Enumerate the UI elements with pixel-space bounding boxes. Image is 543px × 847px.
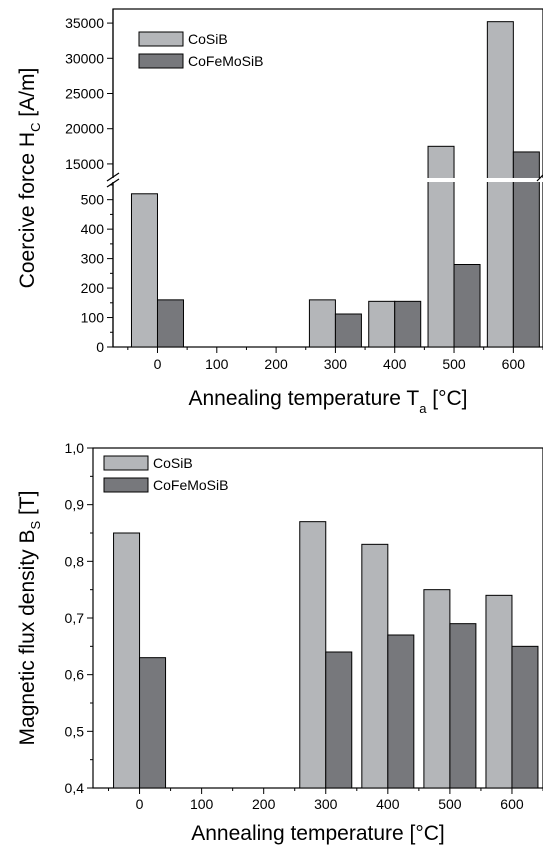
x-tick-label-500: 500 — [438, 796, 462, 812]
y-ticks: 0 100 200 300 400 500 15000 20000 25000 30000 3500… — [65, 15, 113, 355]
x-ticks: 0 100 200 300 400 500 600 — [127, 347, 543, 372]
legend-swatch-cosib — [103, 455, 149, 471]
y-axis-title-sub: C — [28, 123, 43, 132]
y-tick-label-0,4: 0,4 — [65, 780, 85, 796]
coercive-force-chart: 0 100 200 300 400 500 15000 20000 25000 30000 3500… — [16, 8, 543, 416]
x-axis-title-main: Annealing temperature T — [188, 387, 419, 410]
y-axis-title-unit: [T] — [16, 491, 39, 521]
x-tick-label-0: 0 — [136, 796, 144, 812]
x-tick-label-100: 100 — [205, 356, 229, 372]
y-axis-title-unit: [A/m] — [16, 68, 39, 123]
bar-cosib-600 — [486, 21, 514, 348]
x-tick-label-300: 300 — [314, 796, 338, 812]
y-tick-label-30000: 30000 — [65, 50, 104, 66]
x-tick-label-600: 600 — [500, 796, 524, 812]
y-tick-label-25000: 25000 — [65, 86, 104, 102]
y-ticks: 0,4 0,5 0,6 0,7 0,8 0,9 1,0 — [65, 440, 93, 796]
x-tick-label-400: 400 — [376, 796, 400, 812]
y-tick-label-0: 0 — [96, 339, 104, 355]
x-axis-title: Annealing temperature Ta [°C] — [188, 387, 467, 416]
break-slash-left-1 — [106, 172, 120, 182]
bar-cofemosib-0 — [156, 299, 184, 348]
bars-group — [113, 521, 539, 789]
bars-group — [130, 21, 540, 348]
legend: CoSiB CoFeMoSiB — [103, 455, 228, 493]
bar-cosib-500 — [423, 589, 451, 789]
x-axis-title: Annealing temperature [°C] — [191, 822, 445, 845]
x-axis-title-sub: a — [419, 401, 427, 416]
y-tick-label-1,0: 1,0 — [65, 440, 85, 456]
bar-cofemosib-400 — [387, 634, 415, 789]
y-tick-label-400: 400 — [81, 221, 105, 237]
y-axis-title: Coercive force HC [A/m] — [16, 68, 43, 289]
legend: CoSiB CoFeMoSiB — [138, 31, 263, 69]
x-ticks: 0 100 200 300 400 500 600 — [108, 788, 543, 812]
y-axis-title-sub: S — [28, 521, 43, 530]
bar-cofemosib-300 — [325, 651, 353, 789]
legend-label-cosib: CoSiB — [153, 455, 193, 471]
y-tick-label-500: 500 — [81, 192, 105, 208]
y-axis-title-main: Magnetic flux density B — [16, 530, 39, 746]
bar-cofemosib-0 — [139, 657, 167, 789]
y-tick-label-35000: 35000 — [65, 15, 104, 31]
bar-cosib-0 — [130, 193, 158, 348]
legend-swatch-cosib — [138, 31, 184, 47]
y-tick-label-0,7: 0,7 — [65, 610, 85, 626]
x-tick-label-500: 500 — [442, 356, 466, 372]
x-tick-label-200: 200 — [252, 796, 276, 812]
y-axis-title-main: Coercive force H — [16, 132, 39, 288]
flux-density-chart: 0,4 0,5 0,6 0,7 0,8 0,9 1,0 0 100 200 300 400 500 60… — [16, 440, 543, 845]
bar-cosib-600 — [485, 594, 513, 789]
y-tick-label-15000: 15000 — [65, 156, 104, 172]
y-tick-label-100: 100 — [81, 310, 105, 326]
bar-cosib-300 — [308, 299, 336, 348]
x-axis-title-unit: [°C] — [426, 387, 467, 410]
x-tick-label-100: 100 — [190, 796, 214, 812]
y-tick-label-0,5: 0,5 — [65, 723, 85, 739]
legend-swatch-cofemosib — [103, 477, 149, 493]
bar-cosib-0 — [113, 532, 141, 789]
bar-cosib-400 — [368, 300, 396, 348]
bar-cofemosib-400 — [394, 300, 422, 348]
bar-cofemosib-500 — [453, 264, 481, 348]
y-tick-label-20000: 20000 — [65, 121, 104, 137]
bar-cofemosib-500 — [449, 623, 477, 789]
legend-swatch-cofemosib — [138, 53, 184, 69]
x-tick-label-400: 400 — [383, 356, 407, 372]
y-axis-title: Magnetic flux density BS [T] — [16, 491, 43, 746]
break-band — [107, 178, 543, 182]
bar-cosib-400 — [361, 543, 389, 789]
x-tick-label-0: 0 — [154, 356, 162, 372]
bar-cofemosib-600 — [512, 151, 540, 348]
break-slash-right-1 — [536, 174, 543, 182]
y-tick-label-300: 300 — [81, 251, 105, 267]
y-tick-label-0,6: 0,6 — [65, 667, 85, 683]
break-slash-left-2 — [106, 178, 120, 188]
y-tick-label-0,9: 0,9 — [65, 497, 85, 513]
x-tick-label-200: 200 — [264, 356, 288, 372]
x-tick-label-300: 300 — [324, 356, 348, 372]
bar-cosib-300 — [299, 521, 327, 789]
legend-label-cosib: CoSiB — [188, 31, 228, 47]
legend-label-cofemosib: CoFeMoSiB — [153, 477, 228, 493]
bar-cofemosib-600 — [511, 645, 539, 789]
legend-label-cofemosib: CoFeMoSiB — [188, 53, 263, 69]
bar-cosib-500 — [427, 145, 455, 348]
y-tick-label-0,8: 0,8 — [65, 553, 85, 569]
x-tick-label-600: 600 — [502, 356, 526, 372]
bar-cofemosib-300 — [334, 313, 362, 348]
y-tick-label-200: 200 — [81, 280, 105, 296]
